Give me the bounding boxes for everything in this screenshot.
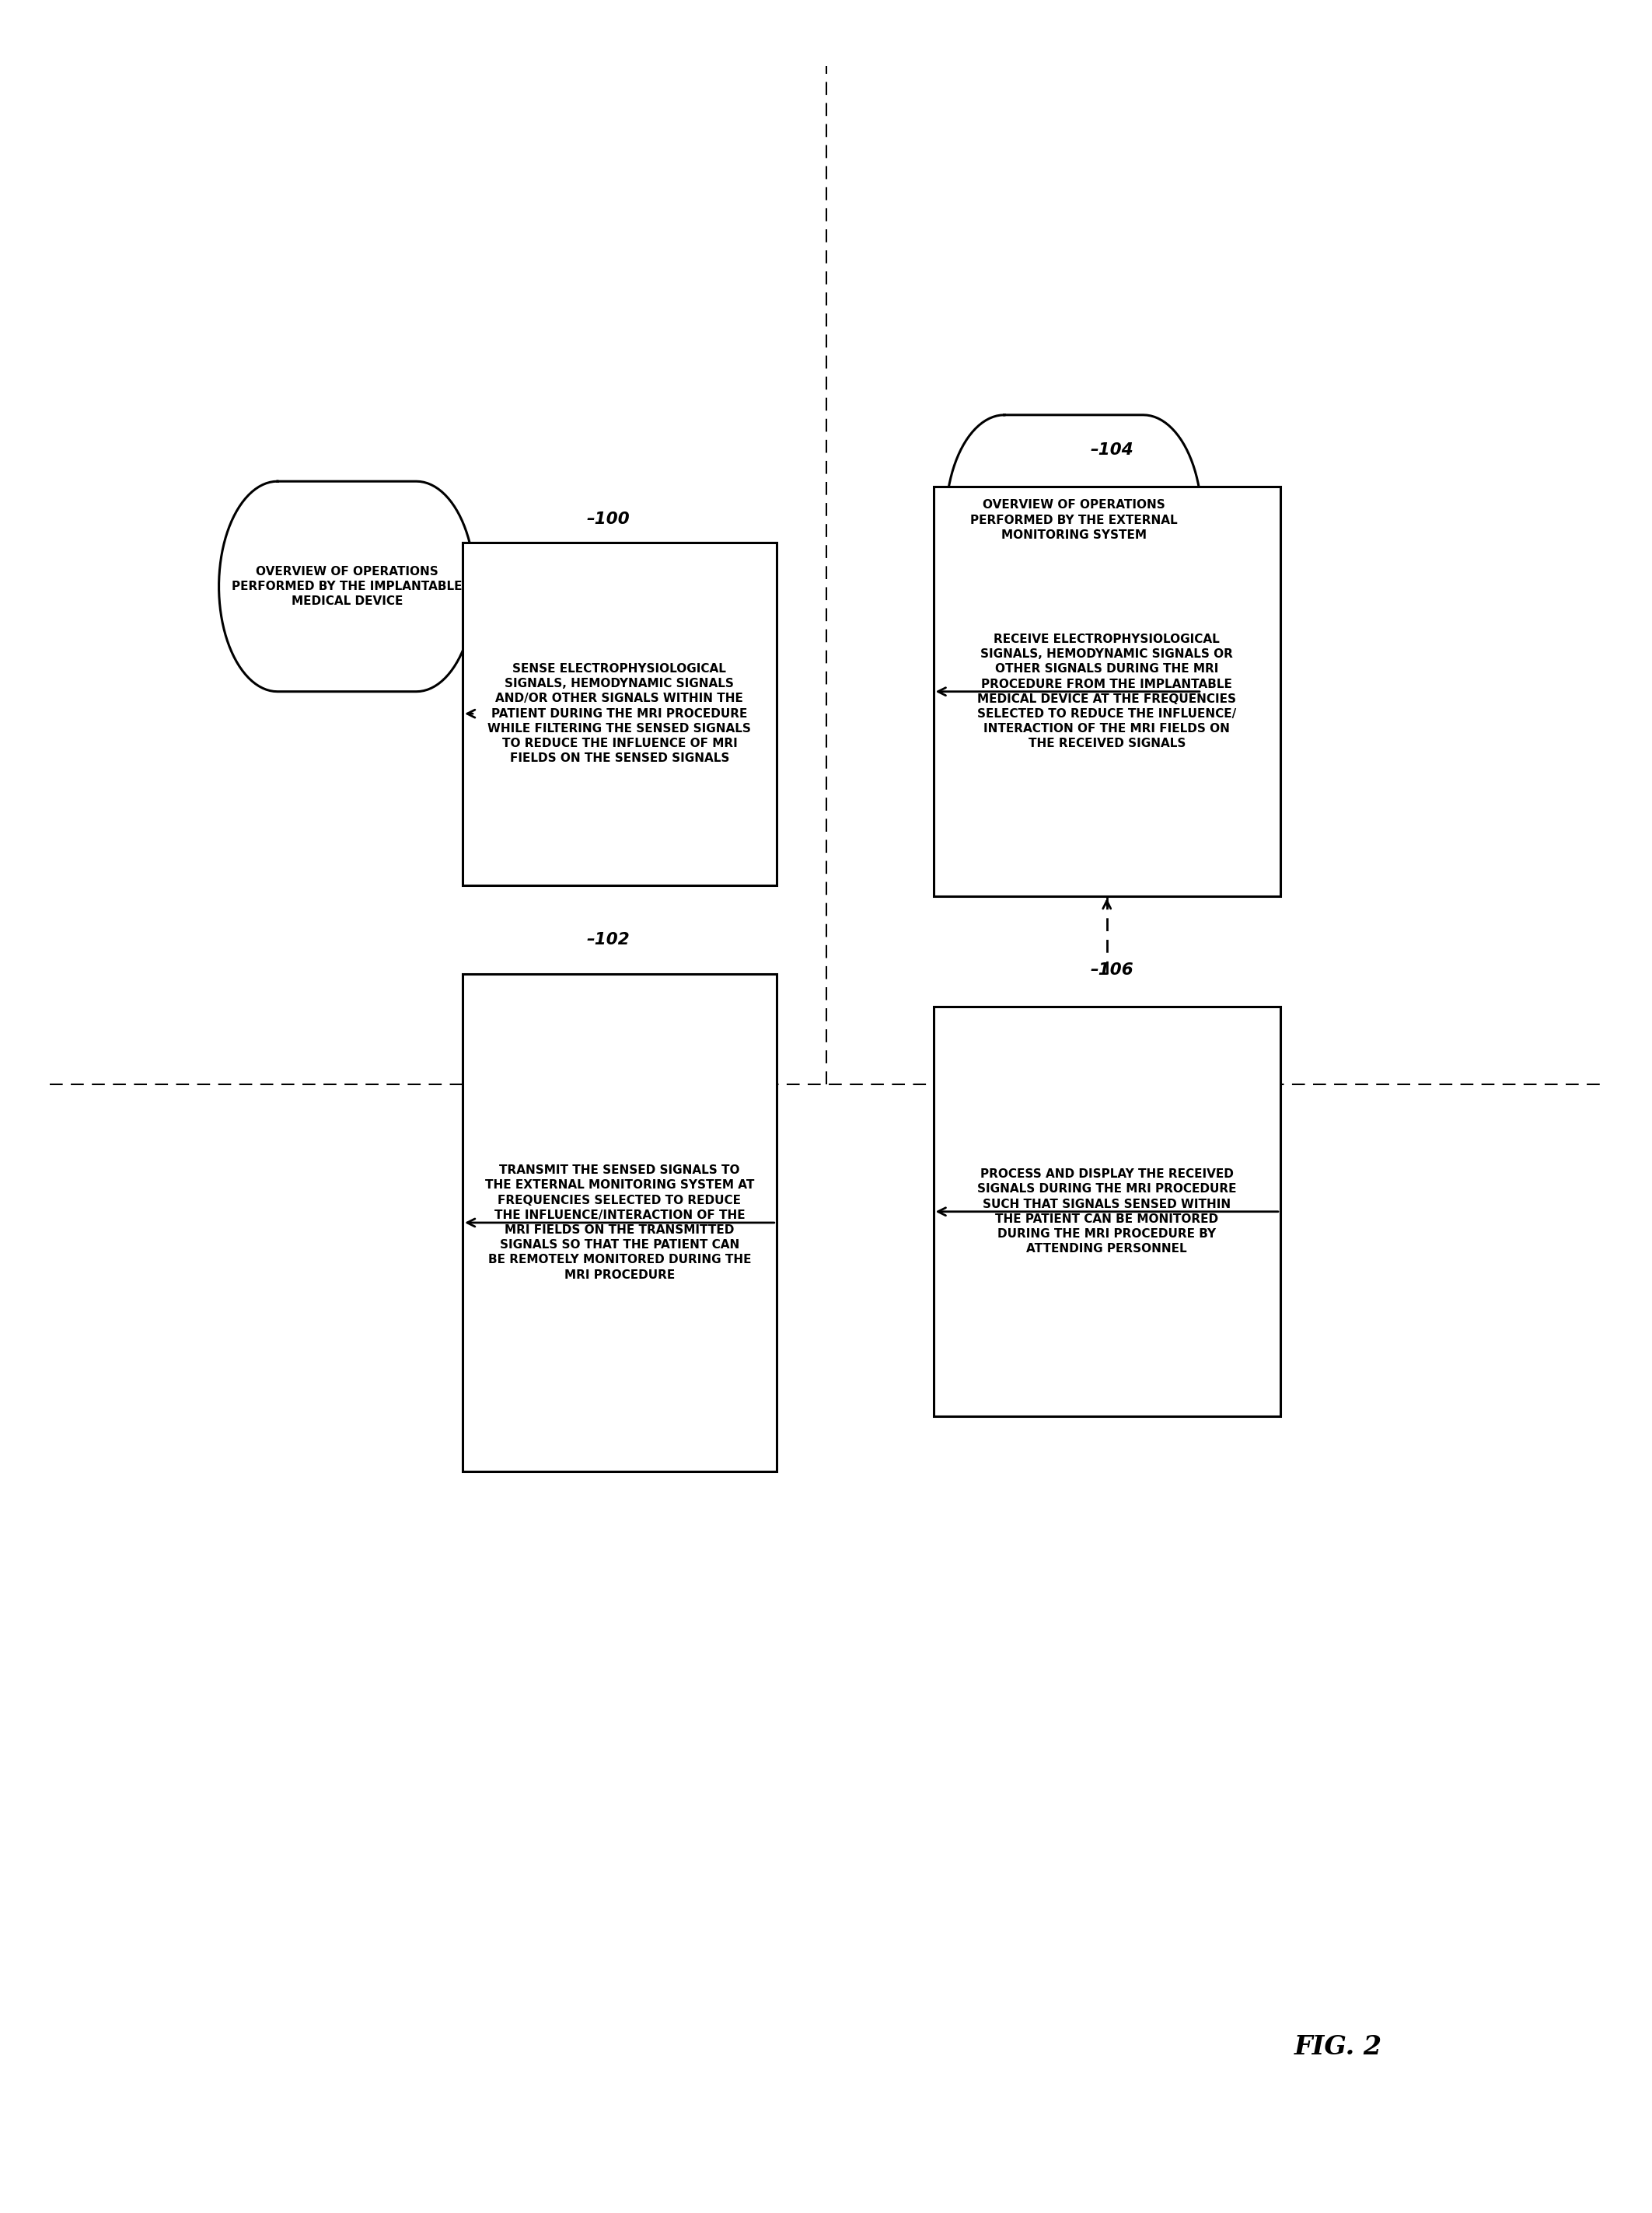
Bar bbox=[933, 1007, 1280, 1416]
Text: TRANSMIT THE SENSED SIGNALS TO
THE EXTERNAL MONITORING SYSTEM AT
FREQUENCIES SEL: TRANSMIT THE SENSED SIGNALS TO THE EXTER… bbox=[486, 1164, 753, 1281]
Text: –106: –106 bbox=[1090, 963, 1133, 978]
Text: OVERVIEW OF OPERATIONS
PERFORMED BY THE IMPLANTABLE
MEDICAL DEVICE: OVERVIEW OF OPERATIONS PERFORMED BY THE … bbox=[231, 567, 463, 606]
Text: –102: –102 bbox=[586, 932, 629, 947]
Text: –104: –104 bbox=[1090, 443, 1133, 458]
Polygon shape bbox=[947, 416, 1201, 624]
Text: PROCESS AND DISPLAY THE RECEIVED
SIGNALS DURING THE MRI PROCEDURE
SUCH THAT SIGN: PROCESS AND DISPLAY THE RECEIVED SIGNALS… bbox=[978, 1168, 1236, 1255]
Text: OVERVIEW OF OPERATIONS
PERFORMED BY THE EXTERNAL
MONITORING SYSTEM: OVERVIEW OF OPERATIONS PERFORMED BY THE … bbox=[970, 500, 1178, 540]
Text: RECEIVE ELECTROPHYSIOLOGICAL
SIGNALS, HEMODYNAMIC SIGNALS OR
OTHER SIGNALS DURIN: RECEIVE ELECTROPHYSIOLOGICAL SIGNALS, HE… bbox=[978, 633, 1236, 750]
Bar bbox=[463, 974, 776, 1472]
Text: SENSE ELECTROPHYSIOLOGICAL
SIGNALS, HEMODYNAMIC SIGNALS
AND/OR OTHER SIGNALS WIT: SENSE ELECTROPHYSIOLOGICAL SIGNALS, HEMO… bbox=[487, 664, 752, 763]
Bar bbox=[463, 542, 776, 885]
Bar bbox=[933, 487, 1280, 896]
Text: FIG. 2: FIG. 2 bbox=[1294, 2034, 1383, 2060]
Text: –100: –100 bbox=[586, 511, 629, 527]
Polygon shape bbox=[220, 480, 474, 690]
